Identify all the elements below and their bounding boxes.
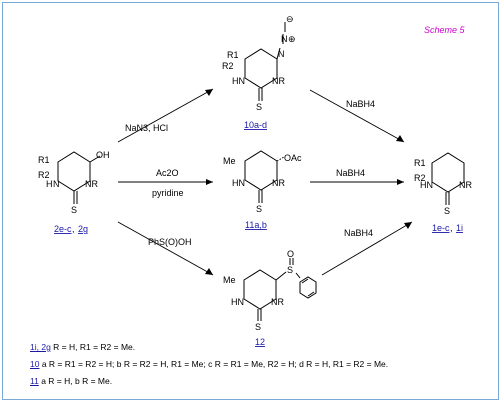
reagent-sulfinic-acid: PhS(O)OH [148,237,192,247]
sulfone-o: O [287,249,294,259]
acetate-label[interactable]: 11a,b [245,220,267,230]
product-s: S [444,206,450,216]
legend-text-2: a R = R1 = R2 = H; b R = R2 = H, R1 = Me… [41,359,389,369]
legend-refs-3[interactable]: 11 [30,376,39,386]
acetate-s: S [256,204,262,214]
compound-12: Me S O HN NR S 12 [223,249,317,347]
reagent-to-azide: NaN3, HCl [125,123,168,133]
azide-n2: N [281,34,288,44]
azide-r1: R1 [227,50,239,60]
product-r2: R2 [414,173,426,183]
product-label-b[interactable]: 1i [456,223,463,233]
arrow-to-sulfone [117,221,214,276]
acetate-nh: HN [232,178,245,188]
start-n: N [53,179,60,189]
reagent-azide-reduction: NaBH4 [346,99,375,109]
acetate-oac: OAc [284,153,302,163]
legend-line-1: 1i, 2g R = H, R1 = R2 = Me. [30,342,135,352]
arrow-to-acetate [118,179,213,185]
acetate-nr: NR [272,178,285,188]
start-nr: NR [85,179,98,189]
arrow-to-azide [117,88,214,143]
product-nh: HN [420,180,433,190]
azide-nr: NR [272,76,285,86]
legend-text-3: a R = H, b R = Me. [41,376,113,386]
start-r2: R2 [38,170,50,180]
reagent-pyridine: pyridine [152,188,184,198]
legend-line-2: 10 a R = R1 = R2 = H; b R = R2 = H, R1 =… [30,359,388,369]
azide-minus: ⊖ [286,14,294,24]
legend-text-1: R = H, R1 = R2 = Me. [53,342,136,352]
arrow-acetate-reduction [310,179,404,185]
product-label-sep: , [450,223,453,233]
azide-plus: ⊕ [288,34,296,44]
sulfone-nh: HN [231,297,244,307]
azide-s: S [256,102,262,112]
product-r1: R1 [414,158,426,168]
azide-nh: HN [232,76,245,86]
acetate-me: Me [223,156,236,166]
compound-10: R1 R2 N N ⊖ ⊕ HN NR S 10a-d [222,14,296,130]
scheme-label: Scheme 5 [424,25,466,35]
reagent-ac2o: Ac2O [156,168,179,178]
sulfone-me: Me [223,275,236,285]
start-label-b[interactable]: 2g [78,224,88,234]
sulfone-nr: NR [271,297,284,307]
start-label-a[interactable]: 2e-c [54,224,72,234]
sulfone-thione: S [255,322,261,332]
scheme-frame [2,2,499,400]
arrow-sulfone-reduction [321,221,413,276]
start-r1: R1 [38,155,50,165]
legend-refs-2[interactable]: 10 [30,359,40,369]
start-nh: H [46,179,53,189]
start-s: S [71,205,77,215]
legend-line-3: 11 a R = H, b R = Me. [30,376,112,386]
start-oh: OH [96,150,110,160]
sulfone-s: S [287,265,293,275]
compound-1: R1 R2 HN NR S 1e-c , 1i [414,152,472,233]
azide-n1: N [278,49,285,59]
compound-2: R1 R2 OH H N NR S 2e-c , 2g [38,150,110,234]
arrow-azide-reduction [309,89,405,143]
sulfone-label[interactable]: 12 [255,337,265,347]
azide-r2: R2 [222,61,234,71]
compound-11: Me OAc HN NR S 11a,b [223,150,302,230]
reagent-sulfone-reduction: NaBH4 [344,228,373,238]
product-label-a[interactable]: 1e-c [432,223,450,233]
product-nr: NR [459,180,472,190]
start-label-sep: , [72,224,75,234]
legend-refs-1[interactable]: 1i, 2g [30,342,51,352]
reagent-acetate-reduction: NaBH4 [336,168,365,178]
azide-label[interactable]: 10a-d [244,120,267,130]
